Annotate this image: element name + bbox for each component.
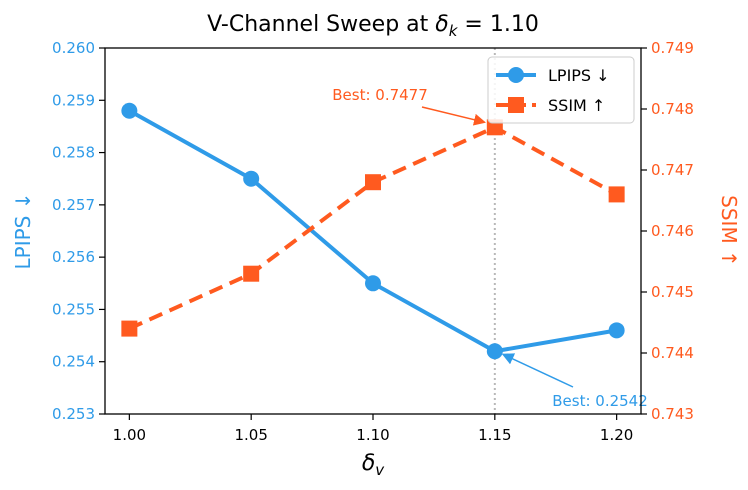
- lpips-point: [608, 322, 625, 339]
- legend-label-lpips: LPIPS ↓: [548, 66, 610, 85]
- right-y-tick-label: 0.744: [651, 344, 694, 362]
- left-y-tick-label: 0.258: [52, 144, 95, 162]
- series-line-lpips: [128, 108, 617, 354]
- left-y-tick-label: 0.259: [52, 91, 95, 109]
- ssim-best-annotation-text: Best: 0.7477: [332, 86, 428, 104]
- left-y-axis: 0.253 0.254 0.255 0.256 0.257 0.258 0.259 0.260: [52, 39, 105, 423]
- legend: LPIPS ↓ SSIM ↑: [487, 56, 635, 124]
- left-y-tick-label: 0.253: [52, 405, 95, 423]
- x-axis-label: δv: [362, 451, 385, 479]
- annotation-layer: Best: 0.7477 Best: 0.2542: [332, 86, 648, 410]
- legend-marker-lpips: [508, 67, 524, 83]
- right-y-tick-label: 0.748: [651, 100, 694, 118]
- x-axis: 1.00 1.05 1.10 1.15 1.20: [113, 414, 633, 444]
- series-layer: [121, 102, 625, 360]
- ssim-point: [365, 174, 381, 191]
- left-y-tick-label: 0.257: [52, 196, 95, 214]
- left-y-tick-label: 0.256: [52, 248, 95, 266]
- legend-marker-ssim: [508, 97, 524, 113]
- right-y-tick-label: 0.743: [651, 405, 694, 423]
- right-y-axis: 0.743 0.744 0.745 0.746 0.747 0.748 0.749: [641, 39, 694, 423]
- x-tick-label: 1.00: [113, 426, 146, 444]
- x-tick-label: 1.05: [234, 426, 267, 444]
- right-y-tick-label: 0.747: [651, 161, 694, 179]
- ssim-point: [608, 186, 625, 203]
- series-line-ssim: [128, 125, 618, 331]
- left-y-tick-label: 0.260: [52, 39, 95, 57]
- chart-title: V-Channel Sweep at δk = 1.10: [207, 12, 539, 40]
- right-y-tick-label: 0.745: [651, 283, 694, 301]
- ssim-best-annotation-arrow: [421, 106, 486, 126]
- left-y-tick-label: 0.254: [52, 353, 95, 371]
- lpips-point: [486, 343, 503, 360]
- x-tick-label: 1.15: [478, 426, 511, 444]
- right-y-tick-label: 0.749: [651, 39, 694, 57]
- lpips-point: [121, 102, 138, 119]
- left-y-tick-label: 0.255: [52, 300, 95, 318]
- right-y-axis-label: SSIM ↑: [717, 195, 741, 267]
- lpips-best-annotation-arrow: [501, 353, 574, 388]
- left-y-axis-label: LPIPS ↓: [11, 193, 35, 270]
- ssim-point: [121, 320, 138, 337]
- x-tick-label: 1.10: [356, 426, 389, 444]
- lpips-point: [365, 275, 381, 292]
- ssim-point: [243, 265, 260, 282]
- legend-label-ssim: SSIM ↑: [548, 96, 605, 115]
- x-tick-label: 1.20: [600, 426, 633, 444]
- lpips-best-annotation-text: Best: 0.2542: [552, 392, 648, 410]
- right-y-tick-label: 0.746: [651, 222, 694, 240]
- lpips-point: [243, 170, 260, 187]
